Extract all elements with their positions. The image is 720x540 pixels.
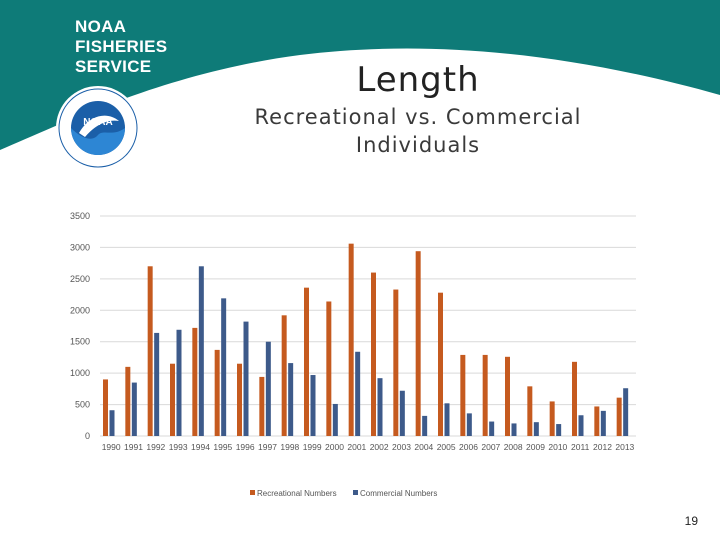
bar-recreational-2000 [326,301,332,436]
x-tick-label: 2010 [548,442,567,452]
x-tick-label: 2003 [392,442,411,452]
x-tick-label: 2007 [481,442,500,452]
x-tick-label: 1999 [303,442,322,452]
x-tick-label: 1992 [146,442,165,452]
bar-recreational-1993 [170,363,175,436]
bar-recreational-2013 [616,397,622,436]
bar-chart: 0 500 1000 1500 2000 2500 3000 3500 1990 1991 1992… [70,211,636,498]
x-tick-label: 1997 [258,442,277,452]
bar-commercial-2005 [444,403,450,436]
bar-recreational-2006 [460,354,466,436]
x-tick-label: 2002 [370,442,389,452]
bar-commercial-2003 [399,390,405,436]
bar-commercial-2012 [600,410,606,436]
x-tick-label: 2009 [526,442,545,452]
bar-commercial-2001 [355,351,361,436]
bar-recreational-2012 [594,406,600,436]
y-tick-label: 1500 [70,337,90,347]
seal-label: NOAA [83,117,112,128]
x-tick-label: 1994 [191,442,210,452]
x-tick-label: 2013 [615,442,634,452]
x-tick-label: 1995 [213,442,232,452]
bar-commercial-1996 [243,321,249,436]
x-tick-label: 2006 [459,442,478,452]
x-tick-label: 1991 [124,442,143,452]
subtitle-line-1: Recreational vs. Commercial [254,105,582,129]
bar-recreational-1990 [103,379,108,436]
bar-commercial-2009 [533,422,539,436]
bar-recreational-2002 [371,272,376,436]
header-banner [0,0,720,150]
x-tick-label: 1993 [169,442,188,452]
legend-swatch [250,490,255,495]
x-tick-label: 2008 [504,442,523,452]
bar-commercial-2006 [466,413,472,436]
y-tick-label: 2500 [70,274,90,284]
y-tick-label: 3000 [70,242,90,252]
bar-commercial-1993 [176,329,182,436]
y-tick-label: 2000 [70,305,90,315]
x-tick-label: 2011 [571,442,590,452]
bar-commercial-2007 [489,421,495,436]
bar-recreational-2004 [415,251,421,436]
bar-commercial-1990 [109,410,115,436]
y-tick-label: 3500 [70,211,90,221]
bar-recreational-2008 [505,356,510,436]
x-tick-label: 1996 [236,442,255,452]
noaa-seal-icon: NOAA [56,86,140,170]
legend-swatch [353,490,358,495]
x-tick-label: 2005 [437,442,456,452]
bar-commercial-2010 [556,424,562,436]
bar-recreational-1995 [214,349,220,436]
x-tick-label: 2004 [414,442,433,452]
bar-commercial-1999 [310,375,316,436]
legend-entry: Commercial Numbers [360,489,437,498]
x-tick-label: 2012 [593,442,612,452]
bar-recreational-2011 [572,361,577,436]
bar-recreational-1996 [237,363,242,436]
bar-recreational-2007 [482,354,488,436]
logo-line-3: SERVICE [75,57,152,76]
y-tick-label: 0 [85,431,90,441]
logo-line-1: NOAA [75,17,127,36]
bar-recreational-2001 [348,243,354,436]
bar-recreational-1994 [192,327,198,436]
bar-commercial-2000 [332,403,338,436]
noaa-fisheries-logo-text: NOAA FISHERIES SERVICE [75,17,167,77]
bar-recreational-1999 [304,287,309,436]
bar-commercial-2013 [623,388,629,436]
slide-subtitle: Recreational vs. Commercial Individuals [220,103,616,159]
logo-line-2: FISHERIES [75,37,168,56]
x-tick-label: 2001 [347,442,366,452]
bar-recreational-2010 [549,401,555,436]
bar-commercial-2008 [511,423,517,436]
bar-recreational-2005 [438,292,443,436]
legend-entry: Recreational Numbers [257,489,337,498]
x-tick-label: 1998 [280,442,299,452]
bar-commercial-2002 [377,378,383,436]
bar-recreational-2009 [527,386,533,436]
bar-recreational-1997 [259,376,265,436]
subtitle-line-2: Individuals [355,133,481,157]
bar-commercial-2011 [578,415,584,436]
bar-recreational-1991 [125,366,131,436]
bar-commercial-1992 [154,332,160,436]
bar-commercial-1994 [198,266,204,436]
bar-commercial-1991 [131,382,137,436]
bar-commercial-2004 [422,415,428,436]
bar-commercial-1995 [221,298,227,436]
bar-commercial-1998 [288,363,294,436]
bar-recreational-1998 [281,315,287,436]
x-tick-label: 2000 [325,442,344,452]
bar-recreational-2003 [393,289,399,436]
bar-recreational-1992 [147,266,153,436]
page-number: 19 [684,514,698,528]
bar-commercial-1997 [265,341,271,436]
slide-title: Length [356,60,480,100]
y-tick-label: 500 [75,400,90,410]
header-banner-shape [0,0,720,150]
x-tick-label: 1990 [102,442,121,452]
y-tick-label: 1000 [70,368,90,378]
